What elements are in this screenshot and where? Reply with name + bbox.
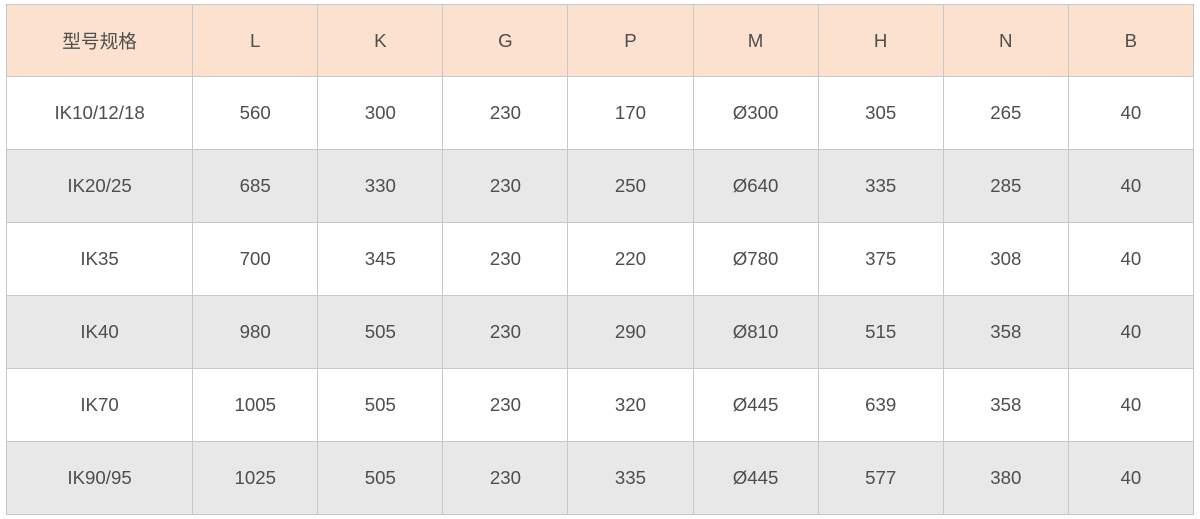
cell-value: 505: [318, 369, 443, 442]
cell-model: IK35: [7, 223, 193, 296]
col-header-g: G: [443, 5, 568, 77]
cell-value: 265: [943, 77, 1068, 150]
cell-value: 230: [443, 442, 568, 515]
cell-value: 40: [1068, 296, 1193, 369]
col-header-l: L: [193, 5, 318, 77]
col-header-n: N: [943, 5, 1068, 77]
cell-model: IK10/12/18: [7, 77, 193, 150]
cell-value: 375: [818, 223, 943, 296]
col-header-k: K: [318, 5, 443, 77]
cell-value: 290: [568, 296, 693, 369]
cell-value: 40: [1068, 223, 1193, 296]
cell-value: 505: [318, 296, 443, 369]
col-header-model: 型号规格: [7, 5, 193, 77]
col-header-p: P: [568, 5, 693, 77]
cell-value: 380: [943, 442, 1068, 515]
cell-value: Ø445: [693, 442, 818, 515]
cell-model: IK40: [7, 296, 193, 369]
cell-value: 170: [568, 77, 693, 150]
cell-value: 220: [568, 223, 693, 296]
table-row: IK40 980 505 230 290 Ø810 515 358 40: [7, 296, 1194, 369]
cell-model: IK70: [7, 369, 193, 442]
cell-value: 230: [443, 150, 568, 223]
cell-value: 230: [443, 223, 568, 296]
col-header-m: M: [693, 5, 818, 77]
cell-value: 320: [568, 369, 693, 442]
cell-value: Ø445: [693, 369, 818, 442]
cell-value: 40: [1068, 369, 1193, 442]
cell-value: 305: [818, 77, 943, 150]
table-row: IK10/12/18 560 300 230 170 Ø300 305 265 …: [7, 77, 1194, 150]
cell-value: 505: [318, 442, 443, 515]
cell-value: 40: [1068, 442, 1193, 515]
cell-value: 577: [818, 442, 943, 515]
cell-value: 250: [568, 150, 693, 223]
cell-value: 515: [818, 296, 943, 369]
spec-table: 型号规格 L K G P M H N B IK10/12/18 560 300 …: [6, 4, 1194, 515]
cell-model: IK20/25: [7, 150, 193, 223]
col-header-b: B: [1068, 5, 1193, 77]
cell-value: 358: [943, 296, 1068, 369]
cell-value: 40: [1068, 77, 1193, 150]
cell-value: 1005: [193, 369, 318, 442]
table-row: IK35 700 345 230 220 Ø780 375 308 40: [7, 223, 1194, 296]
cell-value: 639: [818, 369, 943, 442]
cell-value: 980: [193, 296, 318, 369]
cell-value: 330: [318, 150, 443, 223]
table-header: 型号规格 L K G P M H N B: [7, 5, 1194, 77]
cell-value: 285: [943, 150, 1068, 223]
cell-value: 1025: [193, 442, 318, 515]
cell-value: 700: [193, 223, 318, 296]
col-header-h: H: [818, 5, 943, 77]
cell-value: 358: [943, 369, 1068, 442]
cell-value: 300: [318, 77, 443, 150]
cell-value: 345: [318, 223, 443, 296]
cell-value: 230: [443, 296, 568, 369]
table-row: IK90/95 1025 505 230 335 Ø445 577 380 40: [7, 442, 1194, 515]
cell-value: 230: [443, 369, 568, 442]
cell-value: 560: [193, 77, 318, 150]
cell-model: IK90/95: [7, 442, 193, 515]
cell-value: Ø300: [693, 77, 818, 150]
table-row: IK20/25 685 330 230 250 Ø640 335 285 40: [7, 150, 1194, 223]
cell-value: Ø780: [693, 223, 818, 296]
cell-value: 308: [943, 223, 1068, 296]
cell-value: 685: [193, 150, 318, 223]
table-row: IK70 1005 505 230 320 Ø445 639 358 40: [7, 369, 1194, 442]
header-row: 型号规格 L K G P M H N B: [7, 5, 1194, 77]
cell-value: 335: [818, 150, 943, 223]
cell-value: 40: [1068, 150, 1193, 223]
cell-value: 230: [443, 77, 568, 150]
cell-value: 335: [568, 442, 693, 515]
cell-value: Ø640: [693, 150, 818, 223]
cell-value: Ø810: [693, 296, 818, 369]
table-body: IK10/12/18 560 300 230 170 Ø300 305 265 …: [7, 77, 1194, 515]
